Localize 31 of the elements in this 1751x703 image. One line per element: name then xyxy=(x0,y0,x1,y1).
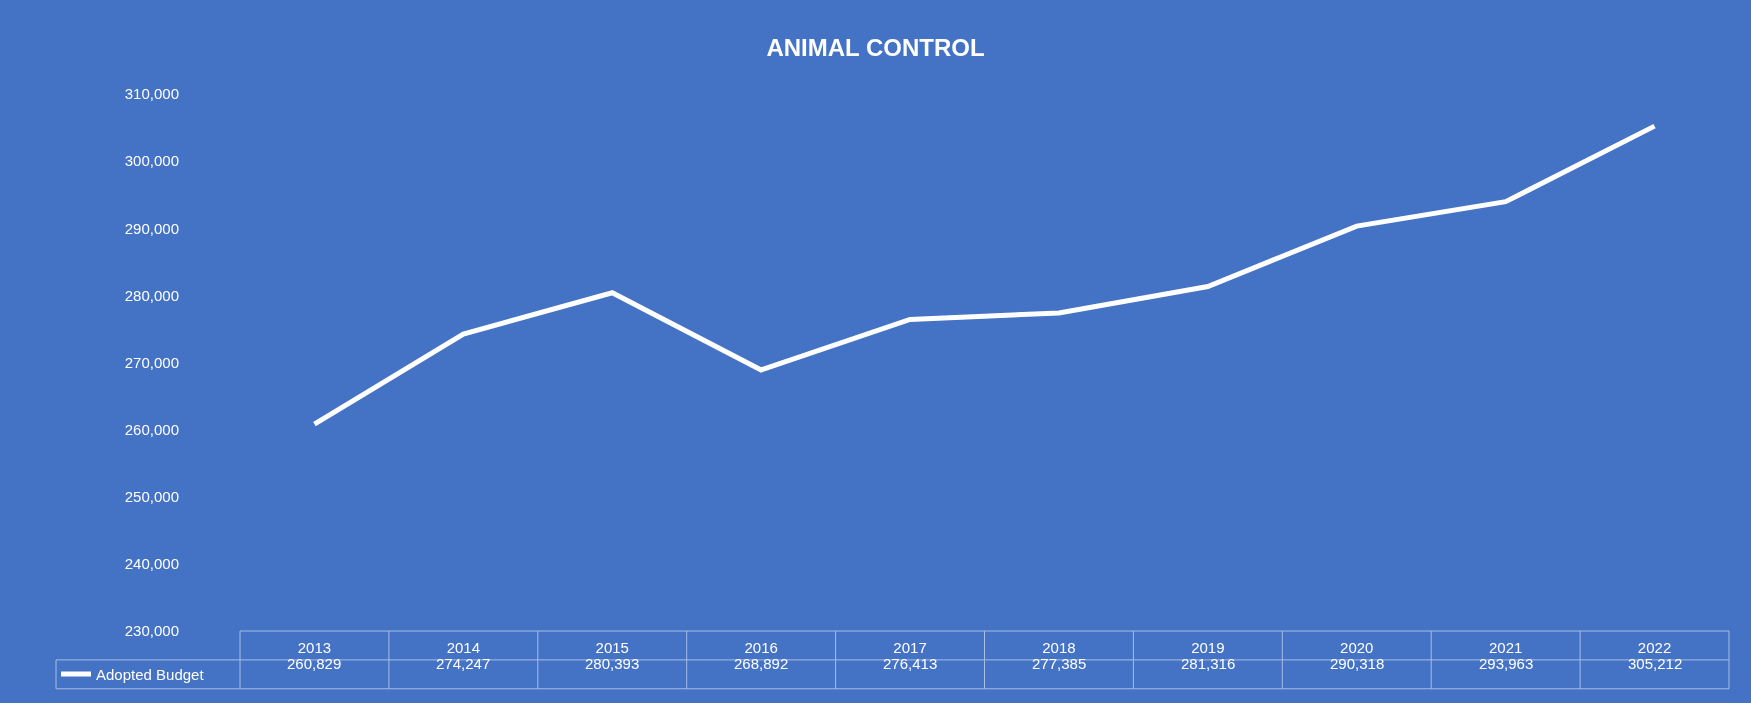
data-label: 277,385 xyxy=(1032,655,1087,672)
data-label: 293,963 xyxy=(1479,655,1534,672)
x-tick-label: 2013 xyxy=(297,639,332,656)
chart-title: ANIMAL CONTROL xyxy=(766,34,985,62)
x-tick-label: 2022 xyxy=(1637,639,1672,656)
y-tick-label: 270,000 xyxy=(124,353,179,371)
x-tick-label: 2021 xyxy=(1488,639,1523,656)
data-label: 281,316 xyxy=(1181,655,1236,672)
legend-label: Adopted Budget xyxy=(96,665,205,683)
y-tick-label: 260,000 xyxy=(124,420,179,438)
data-label: 268,892 xyxy=(734,655,789,672)
x-tick-label: 2016 xyxy=(744,639,778,656)
y-tick-label: 290,000 xyxy=(124,219,179,237)
x-tick-label: 2019 xyxy=(1191,639,1225,656)
y-tick-label: 230,000 xyxy=(124,622,179,640)
x-tick-label: 2015 xyxy=(595,639,629,656)
x-tick-label: 2014 xyxy=(446,639,481,656)
data-label: 280,393 xyxy=(585,655,640,672)
y-tick-label: 240,000 xyxy=(124,555,179,573)
y-tick-label: 280,000 xyxy=(124,286,179,304)
y-tick-label: 300,000 xyxy=(124,152,179,170)
data-label: 276,413 xyxy=(883,655,938,672)
data-label: 274,247 xyxy=(436,655,491,672)
x-tick-label: 2020 xyxy=(1340,639,1374,656)
y-tick-label: 310,000 xyxy=(124,85,179,103)
data-label: 305,212 xyxy=(1628,655,1683,672)
data-label: 260,829 xyxy=(287,655,342,672)
y-tick-label: 250,000 xyxy=(124,488,179,505)
x-tick-label: 2017 xyxy=(893,639,927,656)
x-tick-label: 2018 xyxy=(1042,639,1076,656)
data-label: 290,318 xyxy=(1330,655,1385,672)
